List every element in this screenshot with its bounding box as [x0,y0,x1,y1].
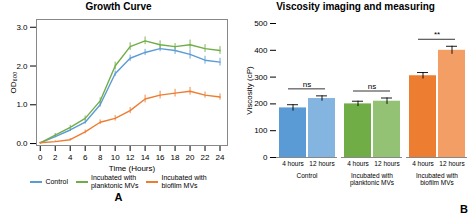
svg-text:12 hours: 12 hours [439,160,465,167]
html-text:Control: Control [45,178,68,185]
html-text:A: A [114,191,123,203]
svg-text:4 hours: 4 hours [282,160,304,167]
svg-text:12 hours: 12 hours [309,160,335,167]
svg-text:300: 300 [254,73,268,82]
svg-text:3.0: 3.0 [16,23,28,32]
svg-text:Time (Hours): Time (Hours) [109,164,156,173]
svg-text:4 hours: 4 hours [412,160,434,167]
svg-text:8: 8 [98,153,103,162]
svg-text:ns: ns [368,82,376,91]
svg-text:OD₆₀₀: OD₆₀₀ [9,72,18,94]
svg-text:12: 12 [126,153,135,162]
svg-text:16: 16 [156,153,165,162]
svg-text:Incubated withplanktonic MVs: Incubated withplanktonic MVs [350,172,395,187]
html-text:Viscosity imaging and measurin: Viscosity imaging and measuring [276,1,435,12]
svg-text:6: 6 [83,153,88,162]
svg-text:200: 200 [254,99,268,108]
svg-text:400: 400 [254,46,268,55]
html-text:Incubated with planktonic MVs: Incubated with planktonic MVs [91,174,139,189]
svg-text:0.0: 0.0 [16,139,28,148]
svg-text:0: 0 [263,153,268,162]
svg-text:24: 24 [216,153,225,162]
svg-text:**: ** [434,30,440,39]
svg-text:Control: Control [297,172,319,179]
svg-text:1.0: 1.0 [16,100,28,109]
html-text:B: B [460,203,468,215]
svg-text:22: 22 [201,153,210,162]
svg-text:18: 18 [171,153,180,162]
svg-text:2: 2 [53,153,58,162]
svg-text:2.0: 2.0 [16,62,28,71]
html-text:Growth Curve: Growth Curve [85,1,152,12]
svg-text:100: 100 [254,126,268,135]
svg-text:12 hours: 12 hours [374,160,400,167]
svg-text:14: 14 [141,153,150,162]
svg-text:Incubated withbiofilm MVs: Incubated withbiofilm MVs [416,172,458,186]
svg-text:10: 10 [111,153,120,162]
html-text:Incubated with biofilm MVs: Incubated with biofilm MVs [161,174,207,189]
svg-text:Viscosity (cP): Viscosity (cP) [245,66,254,115]
svg-text:0: 0 [38,153,43,162]
svg-text:ns: ns [303,80,311,89]
svg-text:20: 20 [186,153,195,162]
svg-text:4 hours: 4 hours [347,160,369,167]
svg-text:4: 4 [68,153,73,162]
svg-text:500: 500 [254,19,268,28]
